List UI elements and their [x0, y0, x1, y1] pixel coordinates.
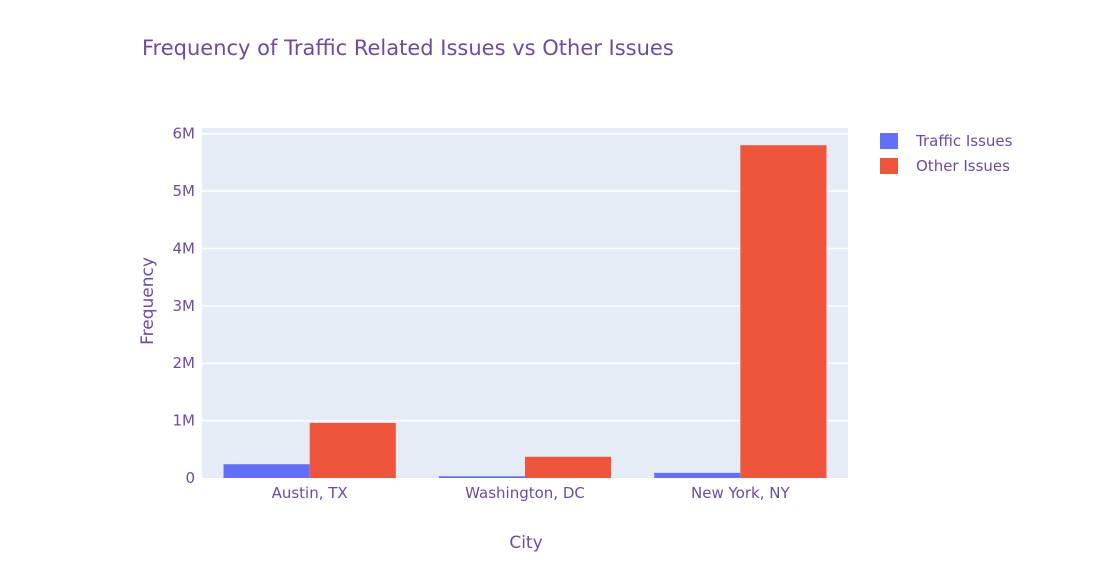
- legend-swatch: [880, 133, 898, 149]
- y-tick-label: 2M: [173, 354, 196, 372]
- y-axis-ticks: 0 1M 2M 3M 4M 5M 6M: [173, 125, 196, 487]
- y-tick-label: 6M: [173, 125, 196, 143]
- x-tick-label: New York, NY: [691, 484, 790, 502]
- y-axis-title: Frequency: [138, 257, 158, 345]
- x-axis-ticks: Austin, TX Washington, DC New York, NY: [272, 484, 791, 502]
- bar-traffic-issues[interactable]: [654, 472, 741, 478]
- legend-item[interactable]: Traffic Issues: [880, 132, 1013, 150]
- bar-other-issues[interactable]: [740, 145, 827, 478]
- legend-label: Traffic Issues: [915, 132, 1013, 150]
- y-tick-label: 3M: [173, 297, 196, 315]
- y-tick-label: 1M: [173, 412, 196, 430]
- legend: Traffic Issues Other Issues: [880, 132, 1013, 175]
- y-tick-label: 4M: [173, 239, 196, 257]
- x-tick-label: Austin, TX: [272, 484, 348, 502]
- legend-label: Other Issues: [916, 157, 1010, 175]
- gridlines: [202, 132, 848, 422]
- x-axis-title: City: [509, 533, 542, 553]
- x-tick-label: Washington, DC: [465, 484, 585, 502]
- legend-item[interactable]: Other Issues: [880, 157, 1010, 175]
- y-tick-label: 0: [185, 469, 195, 487]
- legend-swatch: [880, 158, 898, 174]
- bar-other-issues[interactable]: [309, 422, 396, 478]
- bars: [223, 145, 827, 478]
- bar-traffic-issues[interactable]: [438, 476, 525, 478]
- chart-title: Frequency of Traffic Related Issues vs O…: [142, 36, 674, 60]
- bar-traffic-issues[interactable]: [223, 464, 310, 478]
- y-tick-label: 5M: [173, 182, 196, 200]
- bar-other-issues[interactable]: [525, 456, 612, 478]
